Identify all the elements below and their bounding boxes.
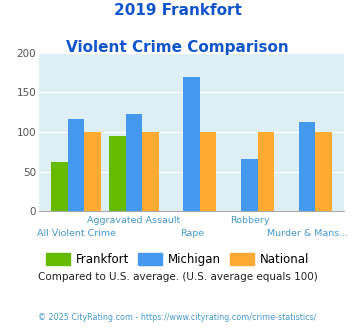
Bar [316,132,332,211]
Bar [258,132,274,211]
Bar [299,122,316,211]
Text: Rape: Rape [180,229,204,238]
Text: Compared to U.S. average. (U.S. average equals 100): Compared to U.S. average. (U.S. average … [38,272,317,282]
Bar [68,119,84,211]
Bar [200,132,217,211]
Text: Aggravated Assault: Aggravated Assault [87,216,181,225]
Bar [126,114,142,211]
Bar [142,132,159,211]
Bar [109,136,126,211]
Legend: Frankfort, Michigan, National: Frankfort, Michigan, National [41,248,314,271]
Bar [184,77,200,211]
Text: 2019 Frankfort: 2019 Frankfort [114,3,241,18]
Bar [84,132,101,211]
Text: Violent Crime Comparison: Violent Crime Comparison [66,40,289,54]
Text: Murder & Mans...: Murder & Mans... [267,229,348,238]
Bar [241,159,258,211]
Text: Robbery: Robbery [230,216,269,225]
Text: All Violent Crime: All Violent Crime [37,229,116,238]
Text: © 2025 CityRating.com - https://www.cityrating.com/crime-statistics/: © 2025 CityRating.com - https://www.city… [38,314,317,322]
Bar [51,162,68,211]
